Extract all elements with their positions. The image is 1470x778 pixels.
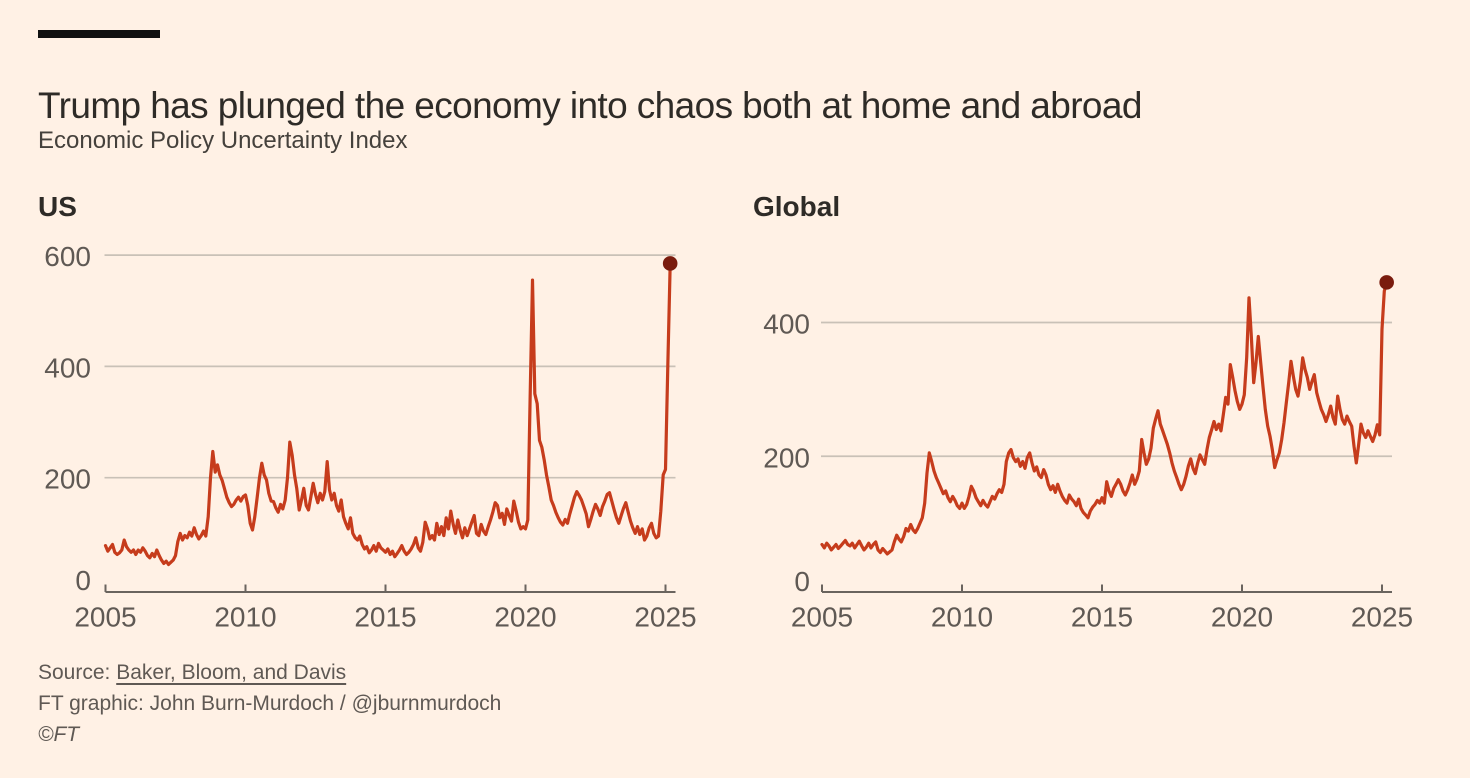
- chart-us: 2005 2010 2015 2020 2025 0 200 400 600: [44, 241, 696, 632]
- y-tick-label-600: 600: [44, 241, 91, 272]
- series-line-global: [820, 280, 1389, 556]
- source-label: Source:: [38, 661, 117, 684]
- x-tick-label-2010: 2010: [214, 602, 276, 633]
- y-tick-label-0: 0: [75, 565, 91, 596]
- endpoint-dot-us: [662, 256, 678, 271]
- x-tick-label-2020: 2020: [1211, 602, 1273, 633]
- chart-global: 2005 2010 2015 2020 2025 0 200 400: [763, 275, 1413, 633]
- ft-black-bar: [38, 30, 160, 38]
- credit-line: FT graphic: John Burn-Murdoch / @jburnmu…: [38, 692, 502, 715]
- x-tick-label-2010: 2010: [931, 602, 993, 633]
- panel-title-us: US: [38, 191, 77, 222]
- x-tick-label-2015: 2015: [1071, 602, 1133, 633]
- x-tick-label-2015: 2015: [354, 602, 416, 633]
- x-tick-label-2005: 2005: [791, 602, 853, 633]
- copyright: ©FT: [38, 723, 80, 746]
- y-tick-label-0: 0: [794, 566, 810, 597]
- series-line-us: [103, 261, 672, 567]
- y-tick-label-200: 200: [763, 442, 810, 473]
- y-tick-label-400: 400: [44, 352, 91, 383]
- source-link[interactable]: Baker, Bloom, and Davis: [116, 661, 347, 684]
- panel-title-global: Global: [753, 191, 841, 222]
- x-tick-label-2020: 2020: [494, 602, 556, 633]
- y-tick-label-400: 400: [763, 309, 810, 340]
- source-line: Source: Baker, Bloom, and Davis: [38, 657, 738, 688]
- page-title: Trump has plunged the economy into chaos…: [38, 84, 1142, 126]
- page-subtitle: Economic Policy Uncertainty Index: [38, 127, 408, 154]
- endpoint-dot-global: [1379, 275, 1394, 290]
- y-tick-label-200: 200: [44, 464, 91, 495]
- footer: Source: Baker, Bloom, and Davis FT graph…: [38, 657, 738, 750]
- x-tick-label-2025: 2025: [634, 602, 696, 633]
- x-tick-label-2005: 2005: [74, 602, 136, 633]
- x-tick-label-2025: 2025: [1351, 602, 1413, 633]
